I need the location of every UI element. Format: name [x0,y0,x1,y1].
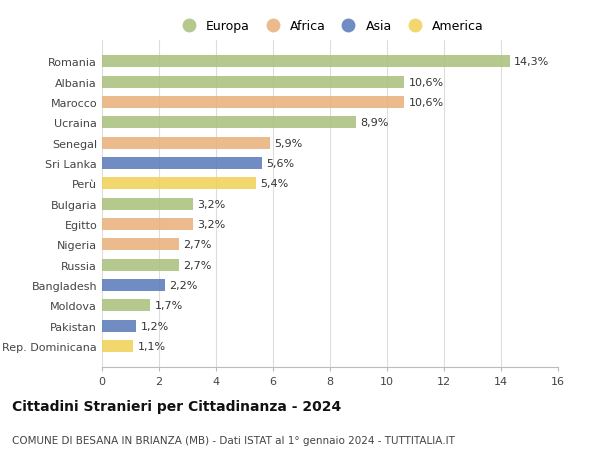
Text: 5,4%: 5,4% [260,179,289,189]
Bar [102,76,404,89]
Bar [102,218,193,230]
Text: 8,9%: 8,9% [360,118,388,128]
Bar [102,97,404,109]
Bar [102,137,270,150]
Bar [102,239,179,251]
Text: 1,1%: 1,1% [137,341,166,351]
Text: 1,7%: 1,7% [155,301,183,311]
Text: 2,2%: 2,2% [169,280,197,291]
Text: 3,2%: 3,2% [197,219,226,230]
Bar [102,56,509,68]
Text: 14,3%: 14,3% [514,57,549,67]
Text: 2,7%: 2,7% [183,240,212,250]
Text: Cittadini Stranieri per Cittadinanza - 2024: Cittadini Stranieri per Cittadinanza - 2… [12,399,341,413]
Bar [102,259,179,271]
Bar [102,280,164,291]
Text: 10,6%: 10,6% [409,98,443,108]
Bar [102,320,136,332]
Bar [102,300,151,312]
Bar [102,198,193,210]
Bar [102,178,256,190]
Bar [102,117,356,129]
Bar [102,157,262,170]
Text: 10,6%: 10,6% [409,78,443,88]
Text: 1,2%: 1,2% [140,321,169,331]
Text: 5,6%: 5,6% [266,159,294,168]
Text: COMUNE DI BESANA IN BRIANZA (MB) - Dati ISTAT al 1° gennaio 2024 - TUTTITALIA.IT: COMUNE DI BESANA IN BRIANZA (MB) - Dati … [12,435,455,445]
Text: 3,2%: 3,2% [197,199,226,209]
Legend: Europa, Africa, Asia, America: Europa, Africa, Asia, America [171,15,489,38]
Text: 2,7%: 2,7% [183,260,212,270]
Text: 5,9%: 5,9% [274,139,302,148]
Bar [102,340,133,353]
